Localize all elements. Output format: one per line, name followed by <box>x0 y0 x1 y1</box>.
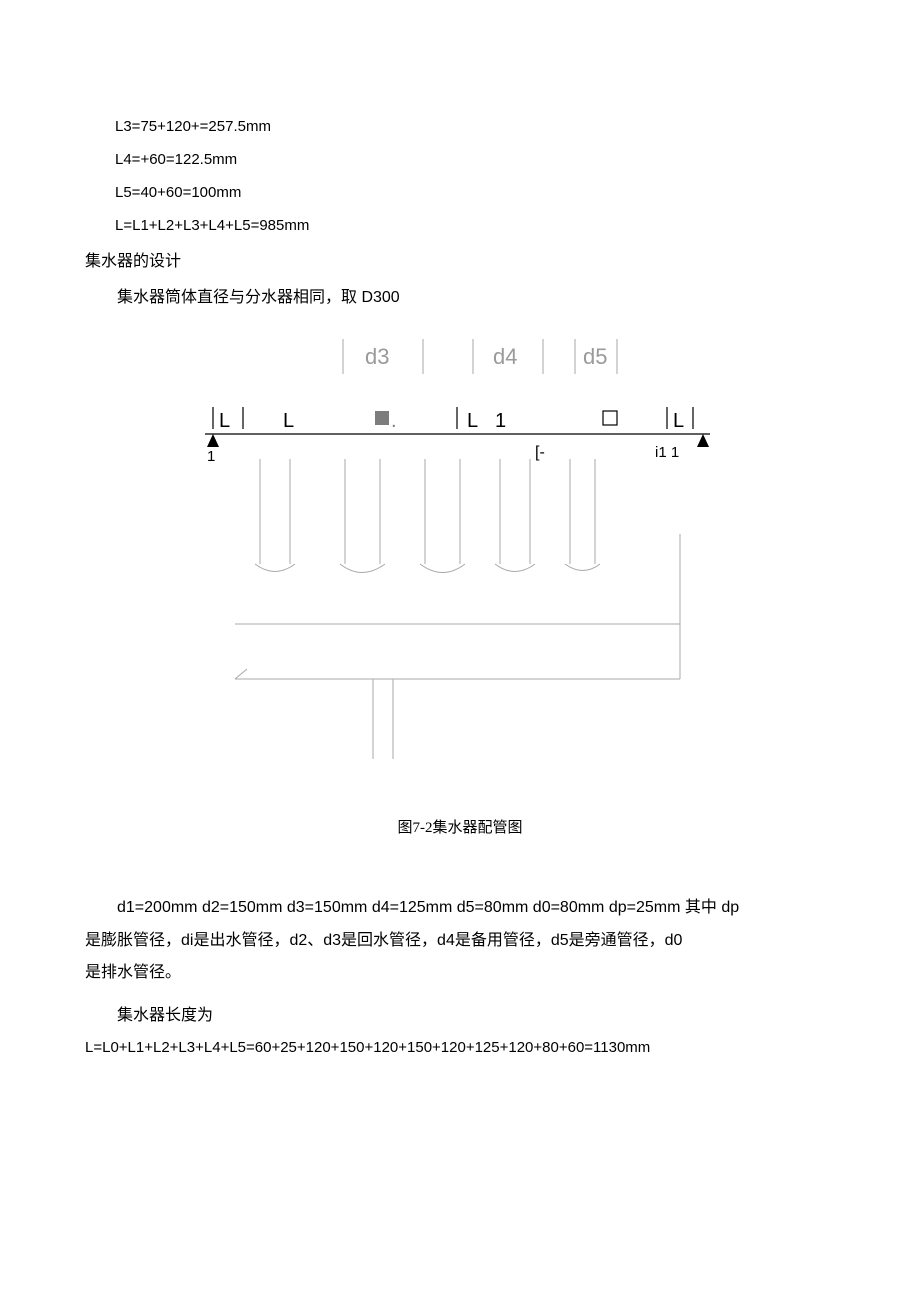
figure-7-2: d3 d4 d5 L L . <box>85 329 835 858</box>
dim-label-d3: d3 <box>365 344 389 369</box>
dim-d5: d5 <box>575 339 617 374</box>
label-bracket: [- <box>535 444 545 461</box>
label-L-3: L <box>467 410 478 432</box>
dims-line-2: 是膨胀管径，di是出水管径，d2、d3是回水管径，d4是备用管径，d5是旁通管径… <box>85 925 835 958</box>
dim-d4: d4 <box>473 339 543 374</box>
label-1: 1 <box>495 410 506 432</box>
section-intro-line: 集水器筒体直径与分水器相同，取 D300 <box>85 282 835 315</box>
label-L-1: L <box>219 410 230 432</box>
dim-label-d4: d4 <box>493 344 517 369</box>
pipe-stubs <box>260 459 595 564</box>
page-content: L3=75+120+=257.5mm L4=+60=122.5mm L5=40+… <box>0 0 920 1064</box>
label-leading-1: 1 <box>207 448 215 465</box>
dim-d3: d3 <box>343 339 423 374</box>
collector-body <box>235 534 680 679</box>
svg-text:.: . <box>391 410 397 432</box>
dims-line-1: d1=200mm d2=150mm d3=150mm d4=125mm d5=8… <box>85 892 835 925</box>
length-label: 集水器长度为 <box>85 1000 835 1033</box>
length-formula: L=L0+L1+L2+L3+L4+L5=60+25+120+150+120+15… <box>85 1033 835 1064</box>
figure-caption: 图7-2集水器配管图 <box>398 813 523 843</box>
label-row: L L . L 1 L 1 [- i1 1 <box>205 407 710 465</box>
open-square-icon <box>603 411 617 425</box>
formula-l5: L5=40+60=100mm <box>85 176 835 209</box>
drain-pipe <box>373 679 393 759</box>
formula-ltotal: L=L1+L2+L3+L4+L5=985mm <box>85 209 835 242</box>
stub-bottom-curves <box>255 564 600 573</box>
section-heading: 集水器的设计 <box>85 246 835 278</box>
filled-square-icon <box>375 411 389 425</box>
label-L-4: L <box>673 410 684 432</box>
label-i11: i1 1 <box>655 444 679 461</box>
dims-line-3: 是排水管径。 <box>85 957 835 990</box>
formula-l3: L3=75+120+=257.5mm <box>85 110 835 143</box>
formula-l4: L4=+60=122.5mm <box>85 143 835 176</box>
collector-piping-diagram: d3 d4 d5 L L . <box>205 329 715 779</box>
label-L-2: L <box>283 410 294 432</box>
dim-label-d5: d5 <box>583 344 607 369</box>
